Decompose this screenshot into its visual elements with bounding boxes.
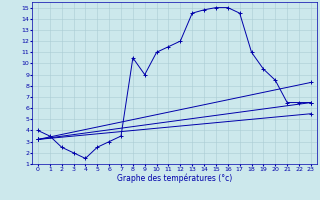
X-axis label: Graphe des températures (°c): Graphe des températures (°c)	[117, 173, 232, 183]
